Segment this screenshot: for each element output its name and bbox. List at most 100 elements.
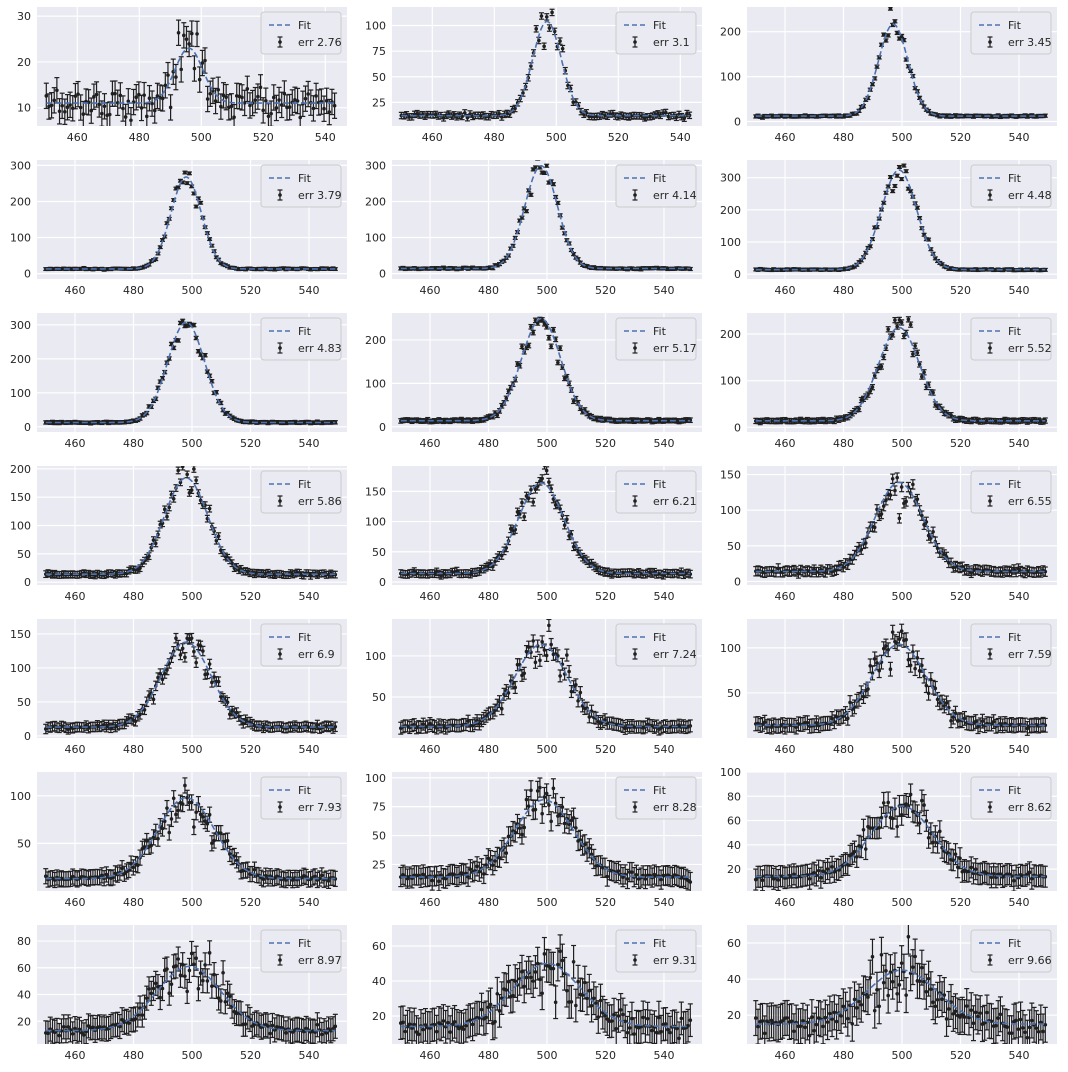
marker xyxy=(264,99,268,103)
marker xyxy=(259,86,263,90)
marker xyxy=(124,115,128,119)
x-tick-label: 480 xyxy=(833,131,854,144)
marker xyxy=(536,157,540,161)
data-point xyxy=(571,252,576,256)
y-tick-label: 100 xyxy=(10,387,31,400)
marker xyxy=(176,186,180,190)
data-point xyxy=(187,172,192,176)
marker xyxy=(224,95,228,99)
marker xyxy=(328,110,332,114)
marker xyxy=(527,344,531,348)
y-tick-label: 20 xyxy=(17,56,31,69)
marker xyxy=(504,397,508,401)
x-tick-label: 480 xyxy=(123,284,144,297)
marker xyxy=(253,98,257,102)
marker xyxy=(95,93,99,97)
marker xyxy=(246,87,250,91)
y-tick-label: 200 xyxy=(365,195,386,208)
marker xyxy=(548,26,552,30)
x-tick-label: 480 xyxy=(833,284,854,297)
marker xyxy=(895,174,899,178)
marker xyxy=(192,323,196,327)
legend-err-marker xyxy=(278,40,282,44)
marker xyxy=(169,106,173,110)
marker xyxy=(203,59,207,63)
marker xyxy=(277,98,281,102)
marker xyxy=(190,32,194,36)
marker xyxy=(540,14,544,18)
marker xyxy=(203,353,207,357)
data-point xyxy=(194,205,199,209)
y-tick-label: 300 xyxy=(10,319,31,332)
x-tick-label: 520 xyxy=(253,131,274,144)
marker xyxy=(183,171,187,175)
x-tick-label: 480 xyxy=(478,284,499,297)
marker xyxy=(194,336,198,340)
marker xyxy=(269,112,273,116)
data-point xyxy=(158,245,163,249)
legend-err-label: err 4.48 xyxy=(1008,189,1052,202)
legend-err-label: err 3.1 xyxy=(653,36,690,49)
legend-fit-label: Fit xyxy=(1008,19,1022,32)
marker xyxy=(188,172,192,176)
marker xyxy=(525,209,529,213)
marker xyxy=(179,68,183,72)
marker xyxy=(545,325,549,329)
marker xyxy=(240,96,244,100)
y-tick-label: 100 xyxy=(720,71,741,84)
x-tick-label: 500 xyxy=(892,131,913,144)
marker xyxy=(182,34,186,38)
y-tick-label: 100 xyxy=(365,232,386,245)
y-tick-label: 200 xyxy=(720,204,741,217)
x-tick-label: 460 xyxy=(65,284,86,297)
x-tick-label: 540 xyxy=(298,284,319,297)
x-tick-label: 520 xyxy=(595,284,616,297)
x-tick-label: 520 xyxy=(240,284,261,297)
marker xyxy=(529,193,533,197)
legend-fit-label: Fit xyxy=(1008,172,1022,185)
marker xyxy=(333,104,337,108)
marker xyxy=(272,96,276,100)
y-tick-label: 50 xyxy=(372,71,386,84)
data-point xyxy=(182,171,187,175)
marker xyxy=(898,165,902,169)
marker xyxy=(216,88,220,92)
x-tick-label: 540 xyxy=(315,131,336,144)
x-tick-label: 520 xyxy=(240,437,261,450)
legend-err-marker xyxy=(278,193,282,197)
y-tick-label: 200 xyxy=(10,353,31,366)
x-tick-label: 500 xyxy=(537,437,558,450)
y-tick-label: 300 xyxy=(365,159,386,172)
marker xyxy=(545,15,549,19)
y-tick-label: 25 xyxy=(372,96,386,109)
x-tick-label: 500 xyxy=(182,284,203,297)
marker xyxy=(45,94,49,98)
data-point xyxy=(899,177,904,181)
marker xyxy=(60,104,64,108)
marker xyxy=(561,47,565,51)
marker xyxy=(534,27,538,31)
data-point xyxy=(528,193,533,197)
data-point xyxy=(888,7,893,11)
y-tick-label: 200 xyxy=(365,334,386,347)
marker xyxy=(103,105,107,109)
marker xyxy=(558,346,562,350)
marker xyxy=(556,361,560,365)
marker xyxy=(176,339,180,343)
x-tick-label: 460 xyxy=(420,284,441,297)
y-tick-label: 100 xyxy=(720,236,741,249)
data-point xyxy=(895,174,900,178)
marker xyxy=(495,413,499,417)
data-point xyxy=(892,184,897,188)
y-tick-label: 30 xyxy=(17,10,31,23)
x-tick-label: 480 xyxy=(123,437,144,450)
marker xyxy=(166,73,170,77)
